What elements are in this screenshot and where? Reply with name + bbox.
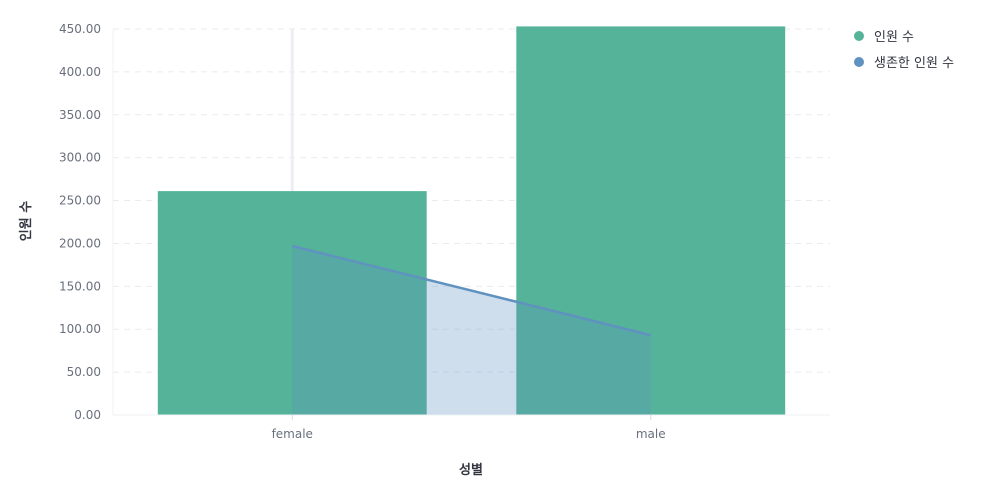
legend-marker: [854, 31, 864, 41]
area-series: [291, 244, 652, 415]
y-tick-label: 250.00: [59, 194, 101, 208]
legend-marker: [854, 57, 864, 67]
y-tick-label: 200.00: [59, 236, 101, 250]
area-line: [291, 244, 652, 337]
y-tick-label: 300.00: [59, 151, 101, 165]
y-tick-label: 100.00: [59, 322, 101, 336]
x-tick-label: male: [636, 427, 666, 441]
y-tick-label: 0.00: [74, 408, 101, 422]
y-tick-label: 50.00: [67, 365, 101, 379]
area-fill: [292, 246, 651, 415]
bar-series: [157, 26, 786, 415]
bar: [516, 26, 786, 415]
y-tick-label: 450.00: [59, 22, 101, 36]
x-axis-title: 성별: [459, 462, 483, 478]
y-axis-title: 인원 수: [18, 201, 34, 241]
axes: 0.00 50.00 100.00 150.00 200.00 250.00 300.00 3…: [59, 22, 830, 441]
legend-label: 인원 수: [874, 30, 914, 45]
y-tick-label: 400.00: [59, 65, 101, 79]
legend-label: 생존한 인원 수: [874, 56, 954, 71]
x-tick-label: female: [272, 427, 313, 441]
bar: [157, 191, 427, 415]
y-tick-label: 150.00: [59, 279, 101, 293]
y-tick-label: 350.00: [59, 108, 101, 122]
